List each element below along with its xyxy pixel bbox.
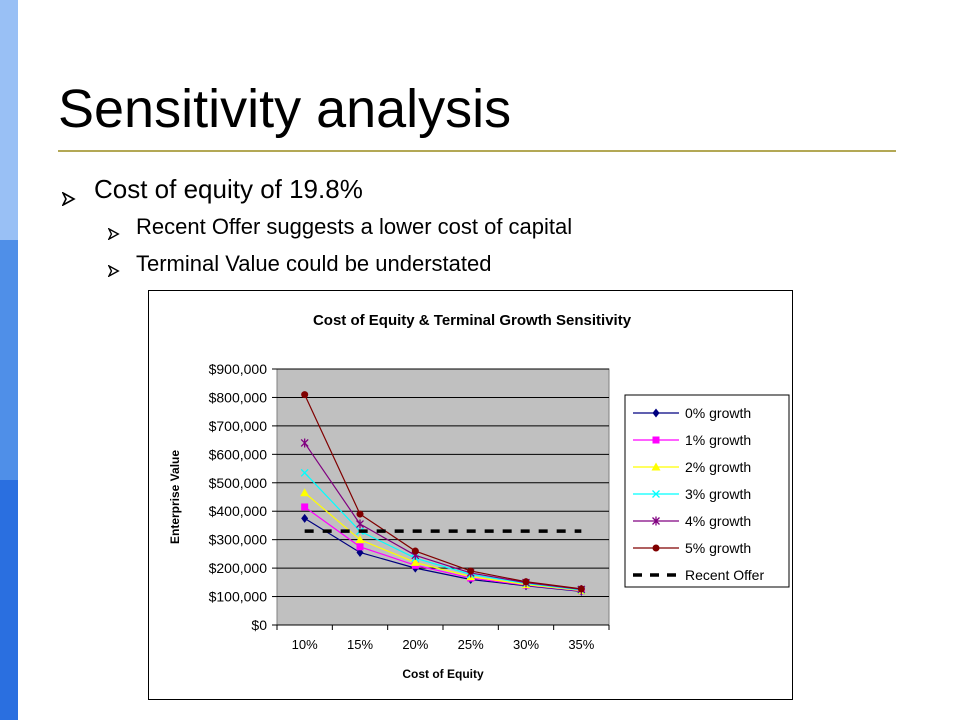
data-point	[652, 516, 660, 526]
legend-entry: 4% growth	[633, 513, 751, 529]
series-line	[304, 472, 582, 591]
data-point	[356, 510, 364, 518]
series-line	[304, 442, 582, 591]
data-point	[577, 585, 585, 593]
data-point	[300, 438, 309, 448]
data-point	[355, 535, 365, 544]
x-axis-label: Cost of Equity	[402, 667, 484, 681]
x-tick-label: 30%	[513, 637, 539, 652]
chart-title: Cost of Equity & Terminal Growth Sensiti…	[313, 312, 632, 329]
data-point	[300, 468, 309, 477]
sensitivity-chart: Cost of Equity & Terminal Growth Sensiti…	[148, 290, 793, 700]
data-point	[652, 408, 660, 418]
legend-label: 1% growth	[685, 432, 751, 448]
x-tick-label: 20%	[402, 637, 428, 652]
data-point	[522, 578, 530, 586]
series-5	[301, 391, 585, 593]
y-tick-label: $400,000	[209, 503, 268, 519]
x-tick-label: 35%	[568, 637, 594, 652]
y-tick-label: $700,000	[209, 418, 268, 434]
legend-entry: 2% growth	[633, 459, 751, 475]
legend-label: 2% growth	[685, 459, 751, 475]
legend-entry: 3% growth	[633, 486, 751, 502]
bullet-text: Recent Offer suggests a lower cost of ca…	[136, 214, 573, 239]
sidebar-accent-bottom	[0, 480, 18, 720]
data-point	[410, 557, 420, 566]
sidebar-accent-middle	[0, 240, 18, 480]
data-point	[356, 543, 364, 551]
arrow-bullet-icon	[107, 257, 120, 283]
legend: 0% growth 1% growth 2% growth 3% growth 4% g…	[633, 405, 764, 583]
arrow-bullet-icon	[61, 182, 76, 213]
data-point	[652, 436, 660, 444]
series-line	[304, 492, 582, 592]
bullet-text: Terminal Value could be understated	[136, 251, 492, 276]
legend-entry: 5% growth	[633, 540, 751, 556]
data-point	[300, 488, 310, 497]
y-tick-label: $100,000	[209, 589, 268, 605]
data-point	[301, 513, 309, 523]
y-tick-label: $0	[251, 617, 267, 633]
sidebar-accent-top	[0, 0, 18, 240]
bullet-text: Cost of equity of 19.8%	[94, 174, 363, 204]
chart-canvas: Cost of Equity & Terminal Growth Sensiti…	[168, 312, 790, 681]
legend-label: 0% growth	[685, 405, 751, 421]
y-tick-label: $900,000	[209, 361, 268, 377]
legend-label: 3% growth	[685, 486, 751, 502]
y-tick-label: $800,000	[209, 389, 268, 405]
title-divider	[58, 150, 896, 152]
y-tick-label: $300,000	[209, 532, 268, 548]
x-tick-label: 15%	[347, 637, 373, 652]
x-tick-label: 10%	[292, 637, 318, 652]
y-tick-labels: $0 $100,000 $200,000 $300,000 $400,000 $500,0…	[209, 361, 268, 633]
legend-label: 4% growth	[685, 513, 751, 529]
data-point	[411, 547, 419, 555]
x-tick-label: 25%	[458, 637, 484, 652]
data-point	[652, 544, 660, 552]
x-tick-labels: 10% 15% 20% 25% 30% 35%	[292, 637, 595, 652]
data-point	[301, 391, 309, 399]
series-lines	[300, 391, 586, 596]
data-point	[467, 567, 475, 575]
series-line	[304, 394, 582, 590]
legend-entry: 0% growth	[633, 405, 751, 421]
y-axis-label: Enterprise Value	[168, 450, 182, 544]
legend-entry: Recent Offer	[633, 567, 764, 583]
legend-entry: 1% growth	[633, 432, 751, 448]
legend-label: 5% growth	[685, 540, 751, 556]
data-point	[301, 503, 309, 511]
data-point	[356, 519, 364, 529]
y-tick-label: $200,000	[209, 560, 268, 576]
y-tick-label: $500,000	[209, 475, 268, 491]
data-point	[652, 490, 660, 498]
data-point	[651, 462, 661, 471]
legend-label: Recent Offer	[685, 567, 764, 583]
plot-area	[276, 368, 610, 626]
slide-title: Sensitivity analysis	[58, 79, 512, 139]
y-tick-label: $600,000	[209, 446, 268, 462]
arrow-bullet-icon	[107, 220, 120, 246]
